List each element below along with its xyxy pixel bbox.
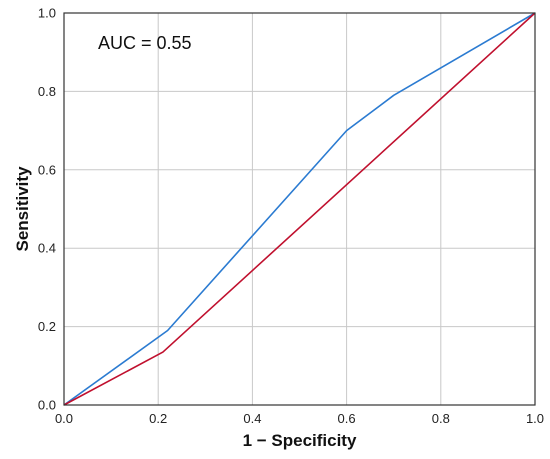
y-tick-label: 0.2 (38, 319, 56, 334)
plot-frame (63, 12, 536, 406)
x-axis-title: 1 − Specificity (243, 431, 357, 450)
x-tick-label: 1.0 (526, 411, 544, 426)
grid (64, 13, 535, 405)
tick-labels: 0.0 0.2 0.4 0.6 0.8 1.0 0.0 0.2 0.4 0.6 0.8 1.0 (38, 6, 544, 427)
x-tick-label: 0.4 (243, 411, 261, 426)
x-tick-label: 0.8 (432, 411, 450, 426)
auc-annotation: AUC = 0.55 (98, 33, 192, 53)
y-tick-label: 1.0 (38, 6, 56, 21)
y-axis-title: Sensitivity (13, 166, 32, 252)
y-tick-label: 0.4 (38, 241, 56, 256)
x-tick-label: 0.6 (338, 411, 356, 426)
y-tick-label: 0.0 (38, 398, 56, 413)
y-tick-label: 0.6 (38, 162, 56, 177)
series-line-1 (63, 12, 536, 406)
x-tick-label: 0.2 (149, 411, 167, 426)
series-group (63, 12, 536, 406)
y-tick-label: 0.8 (38, 84, 56, 99)
x-tick-label: 0.0 (55, 411, 73, 426)
series-line-0 (63, 12, 536, 406)
